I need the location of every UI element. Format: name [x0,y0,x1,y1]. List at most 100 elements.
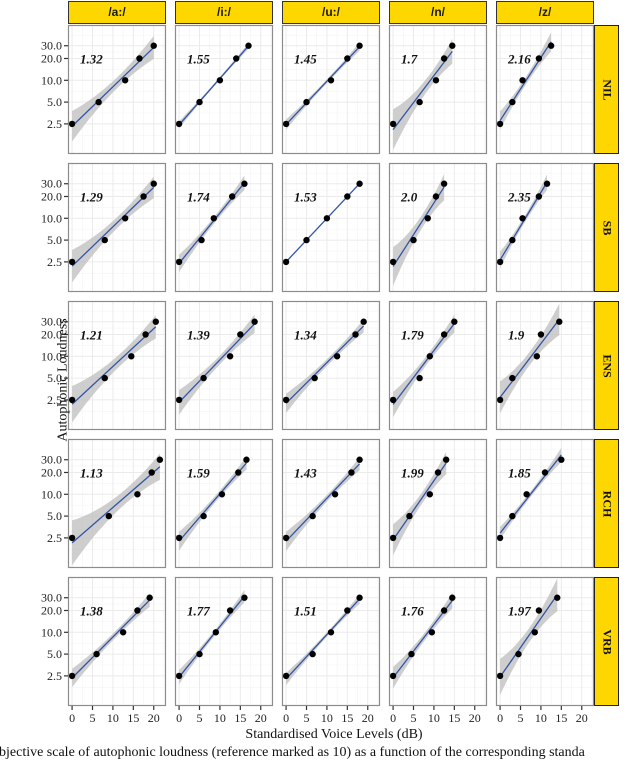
confidence-band [179,456,247,551]
data-point [152,318,159,325]
data-point [496,120,504,128]
data-point [426,353,434,360]
data-point [344,55,351,62]
data-point [237,331,244,338]
data-point [535,607,543,614]
facet-panel: 1.55 [174,24,274,155]
data-point [303,236,310,244]
facet-panel: 1.29 [67,162,167,293]
data-point [282,120,290,128]
slope-label: 1.53 [294,189,317,204]
data-point [196,98,203,106]
regression-line [392,186,445,267]
regression-line [499,454,562,534]
data-point [243,456,250,463]
data-point [344,193,351,200]
x-tick-label: 5 [197,711,203,725]
x-tick-label: 5 [90,711,96,725]
confidence-band [286,457,360,551]
slope-label: 1.55 [187,51,210,66]
data-point [68,258,76,266]
data-point [440,55,448,62]
y-tick-label: 5.0 [47,233,62,247]
row-strip-label: ENS [600,353,614,378]
data-point [451,318,458,325]
data-point [356,42,363,49]
data-point [121,215,129,222]
data-point [282,534,290,542]
y-tick-label: 30.0 [41,453,62,467]
regression-line [499,594,558,678]
data-point [558,456,565,463]
confidence-band [72,453,160,566]
data-point [389,120,397,128]
y-tick-label: 10.0 [41,349,62,363]
data-point [519,215,526,222]
data-point [496,534,504,542]
data-point [389,672,397,680]
y-tick-label: 20.0 [41,465,62,479]
x-tick-label: 5 [518,711,524,725]
data-point [146,594,153,601]
y-tick-label: 5.0 [47,95,62,109]
data-point [216,77,224,84]
data-point [282,258,290,266]
data-point [150,42,157,49]
confidence-band [393,592,453,689]
facet-panel: 1.79 [388,300,488,431]
slope-label: 1.32 [80,51,103,66]
data-point [556,318,563,325]
x-tick-label: 10 [428,711,440,725]
data-point [356,180,363,187]
data-point [251,318,258,325]
x-tick-label: 20 [255,711,267,725]
y-tick-label: 2.5 [47,255,62,269]
y-tick-label: 2.5 [47,393,62,407]
facet-panel: 1.39 [174,300,274,431]
facet-panel: 1.99 [388,438,488,569]
data-point [356,594,363,601]
facet-panel: 1.74 [174,162,274,293]
facet-panel: 1.21 [67,300,167,431]
y-tick-label: 10.0 [41,487,62,501]
data-point [68,120,76,128]
data-point [119,629,127,636]
x-tick-label: 20 [362,711,374,725]
row-strip: RCH [594,439,619,568]
data-point [352,331,359,338]
data-point [175,396,183,404]
y-tick-label: 5.0 [47,371,62,385]
data-point [541,469,549,476]
data-point [212,629,220,636]
data-point [121,77,129,84]
confidence-band [393,314,455,418]
data-point [200,512,207,520]
data-point [360,318,367,325]
data-point [323,215,331,222]
data-point [428,629,436,636]
y-tick-label: 20.0 [41,603,62,617]
data-point [509,512,516,520]
slope-label: 1.34 [294,327,317,342]
slope-label: 1.38 [80,603,103,618]
slope-label: 1.21 [80,327,103,342]
confidence-band [393,451,447,556]
x-tick-label: 5 [304,711,310,725]
data-point [515,650,522,658]
data-point [537,331,545,338]
confidence-band [72,35,154,142]
data-point [241,180,248,187]
y-tick-label: 30.0 [41,315,62,329]
slope-label: 1.39 [187,327,210,342]
slope-label: 1.13 [80,465,103,480]
data-point [410,236,417,244]
data-point [134,607,141,614]
x-tick-label: 0 [497,711,503,725]
data-point [175,258,183,266]
data-point [440,607,448,614]
row-strip: NIL [594,25,619,154]
y-tick-label: 30.0 [41,39,62,53]
data-point [519,77,526,84]
data-point [68,534,76,542]
data-point [426,491,434,498]
